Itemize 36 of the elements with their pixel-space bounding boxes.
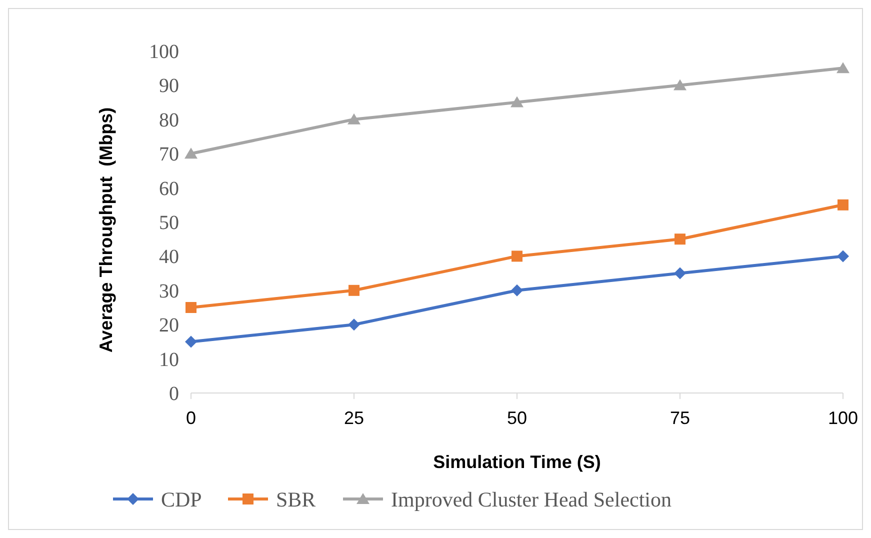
point — [348, 284, 360, 296]
point — [838, 199, 848, 210]
y-tick-label: 0 — [169, 383, 179, 405]
x-tick-label: 75 — [670, 408, 690, 428]
point — [674, 79, 686, 90]
x-tick-label: 100 — [828, 408, 858, 428]
point — [512, 250, 522, 262]
y-tick-label: 40 — [159, 246, 179, 268]
y-axis-title: Average Throughput (Mbps) — [96, 107, 116, 353]
point — [184, 148, 198, 159]
y-tick-label: 70 — [159, 144, 179, 166]
point — [185, 336, 197, 348]
legend-label: Improved Cluster Head Selection — [391, 487, 672, 512]
point — [348, 113, 360, 124]
y-tick-label: 50 — [159, 212, 179, 234]
y-tick-label: 30 — [159, 280, 179, 302]
x-tick-label: 0 — [186, 408, 196, 428]
y-tick-label: 80 — [159, 109, 179, 132]
x-tick-label: 50 — [506, 408, 528, 428]
x-tick-label: 25 — [344, 408, 364, 428]
x-axis-title: Simulation Time (S) — [433, 452, 601, 472]
y-tick-label: 100 — [149, 41, 179, 63]
legend-label: SBR — [276, 487, 316, 512]
point — [674, 234, 686, 245]
point — [348, 318, 360, 331]
y-tick-label: 90 — [159, 75, 179, 98]
point — [836, 62, 850, 74]
point — [510, 96, 524, 108]
y-tick-label: 60 — [159, 178, 179, 200]
point — [186, 302, 196, 313]
legend-label: CDP — [161, 487, 202, 512]
y-tick-label: 20 — [159, 314, 179, 337]
point — [511, 284, 523, 296]
y-tick-label: 10 — [159, 348, 179, 371]
point — [837, 250, 849, 262]
point — [674, 267, 686, 280]
